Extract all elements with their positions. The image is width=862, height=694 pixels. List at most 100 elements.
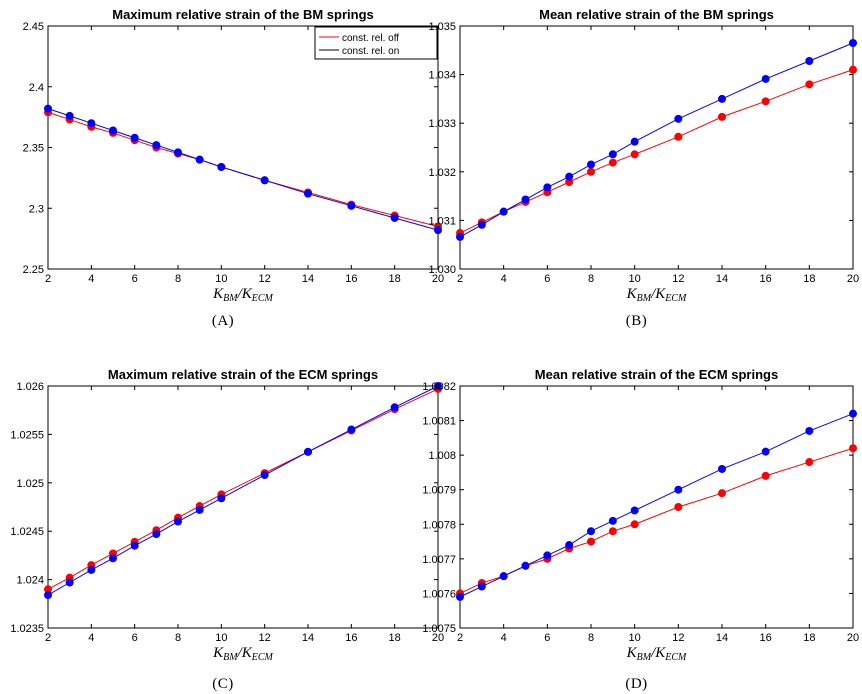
x-tick-label: 6 bbox=[544, 632, 550, 644]
data-point-on bbox=[304, 447, 312, 456]
y-tick-label: 1.0081 bbox=[422, 416, 456, 428]
y-tick-label: 1.032 bbox=[428, 167, 456, 179]
data-point-on bbox=[174, 148, 182, 157]
x-tick-label: 18 bbox=[803, 273, 815, 285]
data-point-on bbox=[565, 172, 574, 181]
data-point-on bbox=[456, 592, 464, 601]
data-point-on bbox=[630, 137, 639, 146]
x-tick-label: 16 bbox=[345, 632, 357, 644]
data-point-on bbox=[761, 447, 770, 456]
data-point-on bbox=[217, 162, 226, 171]
data-point-on bbox=[434, 226, 442, 235]
chart-panel-a: Maximum relative strain of the BM spring… bbox=[23, 7, 445, 329]
data-point-on bbox=[109, 554, 117, 563]
data-point-on bbox=[587, 160, 595, 169]
data-point-on bbox=[718, 94, 726, 103]
data-point-off bbox=[587, 167, 595, 176]
x-tick-label: 6 bbox=[132, 273, 138, 285]
x-tick-label: 4 bbox=[88, 273, 94, 285]
data-point-off bbox=[849, 65, 857, 74]
y-tick-label: 1.0245 bbox=[10, 526, 44, 538]
data-point-off bbox=[44, 585, 52, 594]
x-tick-label: 6 bbox=[132, 632, 138, 644]
y-tick-label: 1.034 bbox=[428, 70, 456, 82]
x-tick-label: 14 bbox=[716, 273, 728, 285]
data-point-on bbox=[217, 494, 226, 503]
data-point-on bbox=[521, 561, 530, 570]
panel-caption: (D) bbox=[625, 676, 647, 692]
plot-area bbox=[47, 385, 439, 629]
data-point-on bbox=[608, 150, 617, 159]
series-line-on bbox=[47, 385, 439, 596]
data-point-on bbox=[565, 541, 574, 550]
data-point-on bbox=[174, 517, 182, 526]
x-tick-label: 12 bbox=[259, 632, 271, 644]
chart-panel-c: Maximum relative strain of the ECM sprin… bbox=[10, 367, 444, 692]
data-point-on bbox=[65, 111, 74, 120]
panel-caption: (B) bbox=[626, 313, 648, 329]
data-point-on bbox=[674, 485, 683, 494]
y-tick-label: 2.35 bbox=[23, 143, 44, 155]
x-tick-label: 16 bbox=[760, 273, 772, 285]
data-point-on bbox=[87, 565, 96, 574]
x-tick-label: 18 bbox=[803, 632, 815, 644]
data-point-off bbox=[761, 471, 770, 480]
chart-title: Mean relative strain of the BM springs bbox=[539, 7, 774, 22]
x-axis-label: KBM/KECM bbox=[626, 645, 687, 663]
data-point-on bbox=[761, 74, 770, 83]
x-tick-label: 2 bbox=[457, 632, 463, 644]
y-tick-label: 1.008 bbox=[428, 450, 456, 462]
data-point-on bbox=[849, 409, 857, 418]
x-tick-label: 4 bbox=[501, 632, 507, 644]
data-point-on bbox=[543, 183, 552, 192]
legend-box bbox=[314, 26, 438, 60]
chart-panel-d: Mean relative strain of the ECM springs 2… bbox=[422, 367, 859, 692]
x-tick-label: 20 bbox=[432, 273, 444, 285]
data-point-on bbox=[260, 176, 269, 185]
y-tick-label: 1.030 bbox=[428, 264, 456, 276]
data-point-on bbox=[260, 471, 269, 480]
legend-label: const. rel. on bbox=[342, 46, 399, 57]
data-point-off bbox=[849, 444, 857, 453]
panel-caption: (A) bbox=[212, 313, 234, 329]
x-tick-label: 8 bbox=[175, 632, 181, 644]
x-tick-label: 10 bbox=[629, 273, 641, 285]
x-tick-label: 14 bbox=[302, 273, 314, 285]
data-point-on bbox=[195, 505, 204, 514]
data-point-on bbox=[195, 155, 204, 164]
y-tick-label: 1.0076 bbox=[422, 588, 456, 600]
x-tick-label: 20 bbox=[432, 632, 444, 644]
data-point-on bbox=[456, 232, 464, 241]
plot-area bbox=[459, 25, 854, 270]
x-tick-label: 18 bbox=[389, 632, 401, 644]
data-point-on bbox=[608, 516, 617, 525]
y-tick-label: 1.0079 bbox=[422, 485, 456, 497]
y-tick-label: 1.0077 bbox=[422, 554, 456, 566]
plot-area bbox=[459, 385, 854, 629]
panel-caption: (C) bbox=[212, 676, 234, 692]
series-line-off bbox=[47, 388, 439, 590]
data-point-on bbox=[130, 133, 139, 142]
y-tick-label: 1.035 bbox=[428, 21, 456, 33]
data-point-off bbox=[718, 112, 726, 121]
y-tick-label: 2.25 bbox=[23, 264, 44, 276]
chart-title: Mean relative strain of the ECM springs bbox=[535, 367, 778, 382]
legend: const. rel. off const. rel. on bbox=[314, 26, 438, 60]
data-point-on bbox=[44, 104, 52, 113]
data-point-on bbox=[347, 201, 356, 210]
data-point-off bbox=[805, 80, 814, 89]
x-tick-label: 16 bbox=[345, 273, 357, 285]
x-tick-label: 16 bbox=[760, 632, 772, 644]
x-tick-label: 8 bbox=[588, 273, 594, 285]
data-point-off bbox=[608, 527, 617, 536]
chart-title: Maximum relative strain of the ECM sprin… bbox=[108, 367, 378, 382]
data-point-off bbox=[718, 489, 726, 498]
x-tick-label: 14 bbox=[716, 632, 728, 644]
data-point-on bbox=[718, 464, 726, 473]
data-point-on bbox=[347, 425, 356, 434]
data-point-off bbox=[761, 97, 770, 106]
x-axis-label: KBM/KECM bbox=[212, 645, 273, 663]
y-tick-label: 2.3 bbox=[29, 203, 44, 215]
x-tick-label: 2 bbox=[457, 273, 463, 285]
data-point-on bbox=[805, 56, 814, 65]
